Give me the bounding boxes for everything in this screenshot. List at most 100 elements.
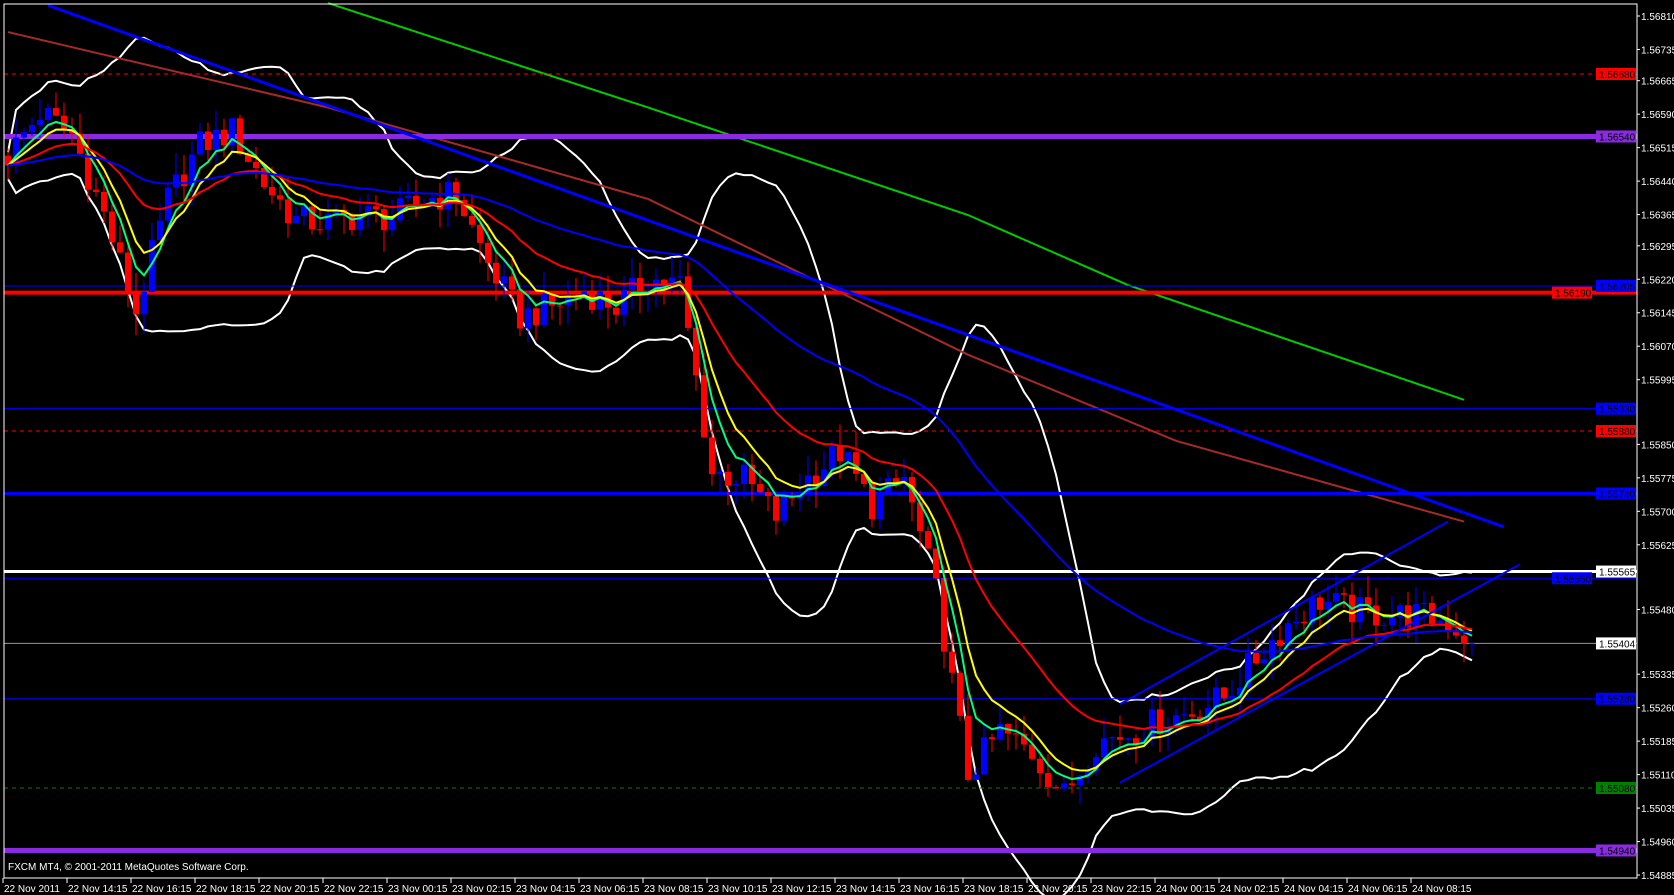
- candle-body: [733, 484, 739, 486]
- candle: [1245, 637, 1251, 697]
- candle-body: [357, 215, 363, 231]
- level-label-box: [1596, 487, 1636, 500]
- price-axis[interactable]: 1.56810 1.56735 1.56665 1.56590 1.56515 1.564…: [1637, 12, 1674, 882]
- candle-body: [717, 471, 723, 475]
- candle-body: [1125, 738, 1131, 740]
- candle-body: [253, 161, 259, 168]
- candle-body: [597, 291, 603, 310]
- trendline-2: [1119, 563, 1521, 784]
- candle: [493, 249, 499, 301]
- candle-body: [365, 206, 371, 216]
- candle: [533, 304, 539, 341]
- candle-body: [349, 214, 355, 231]
- candle-body: [53, 108, 59, 116]
- bollinger-lower-band: [7, 172, 1473, 895]
- candle-body: [701, 375, 707, 438]
- candle-body: [685, 276, 691, 328]
- slow-ma-line-1: [327, 2, 1465, 401]
- candle-body: [445, 182, 451, 210]
- candle: [997, 704, 1003, 743]
- level-label-text: 1.54940: [1599, 846, 1636, 857]
- candle: [149, 222, 155, 293]
- candle-body: [725, 471, 731, 486]
- price-tick-label: 1.55260: [1641, 704, 1674, 715]
- candle-body: [237, 118, 243, 155]
- candle: [925, 526, 931, 550]
- price-tick-label: 1.55335: [1641, 670, 1674, 681]
- candle: [981, 725, 987, 775]
- level-label-text: 1.55930: [1599, 405, 1636, 416]
- candle-body: [85, 153, 91, 190]
- candle-body: [509, 276, 515, 290]
- candle-body: [1397, 605, 1403, 618]
- trendline-0: [47, 3, 1505, 529]
- level-price-labels: 1.56680 1.56540 1.56205 1.56190 1.55930 1.558…: [1552, 68, 1636, 857]
- candle: [189, 140, 195, 206]
- candle-body: [141, 291, 147, 315]
- candle-body: [1245, 652, 1251, 688]
- candle: [1181, 696, 1187, 724]
- candle: [941, 566, 947, 669]
- candle-body: [37, 119, 43, 125]
- candle: [1317, 594, 1323, 629]
- price-tick-label: 1.55700: [1641, 507, 1674, 518]
- candle: [1101, 718, 1107, 760]
- candle-body: [229, 118, 235, 146]
- candle-body: [61, 115, 67, 129]
- candle: [1341, 587, 1347, 609]
- candle-body: [493, 262, 499, 284]
- candle-body: [949, 651, 955, 673]
- candle: [1013, 718, 1019, 750]
- candle: [1397, 602, 1403, 639]
- candle-body: [389, 220, 395, 231]
- candle-body: [1205, 707, 1211, 721]
- candle: [429, 193, 435, 209]
- candle: [717, 468, 723, 495]
- level-label-box: [1596, 279, 1636, 292]
- candle: [325, 199, 331, 240]
- candle-body: [1309, 597, 1315, 624]
- candle: [293, 206, 299, 224]
- candle: [1077, 774, 1083, 805]
- candle: [1037, 755, 1043, 789]
- time-tick-label: 23 Nov 18:15: [964, 884, 1024, 895]
- candle-body: [1189, 714, 1195, 717]
- candle-body: [997, 724, 1003, 740]
- candle: [757, 470, 763, 494]
- trendlines[interactable]: [47, 3, 1521, 784]
- candle-body: [45, 108, 51, 120]
- candle: [197, 122, 203, 156]
- moving-averages: [7, 120, 1473, 781]
- candle-body: [93, 189, 99, 192]
- level-label-text: 1.56680: [1599, 70, 1636, 81]
- candle-body: [189, 154, 195, 187]
- candle: [765, 487, 771, 511]
- candle: [1469, 642, 1475, 656]
- candle-body: [181, 174, 187, 187]
- candle: [973, 768, 979, 782]
- time-axis[interactable]: 22 Nov 2011 22 Nov 14:15 22 Nov 16:15 22 No…: [2, 878, 1472, 895]
- candle-body: [213, 129, 219, 150]
- candle-body: [1221, 687, 1227, 699]
- candle: [1381, 622, 1387, 631]
- candle-body: [765, 492, 771, 497]
- time-tick-label: 22 Nov 22:15: [324, 884, 384, 895]
- level-label-text: 1.56205: [1599, 282, 1636, 293]
- candle-body: [773, 496, 779, 521]
- candle-body: [1213, 687, 1219, 708]
- level-label-text: 1.55404: [1599, 639, 1636, 650]
- candle-body: [1325, 601, 1331, 610]
- candle-body: [245, 154, 251, 162]
- candle-body: [1037, 758, 1043, 774]
- candle: [221, 118, 227, 158]
- level-label-box: [1596, 692, 1636, 705]
- candle: [733, 479, 739, 505]
- candle-body: [173, 174, 179, 188]
- candle: [317, 209, 323, 235]
- price-tick-label: 1.55110: [1641, 771, 1674, 782]
- candle: [213, 110, 219, 167]
- candle-body: [109, 211, 115, 243]
- candle: [933, 548, 939, 581]
- level-label-box: [1596, 402, 1636, 415]
